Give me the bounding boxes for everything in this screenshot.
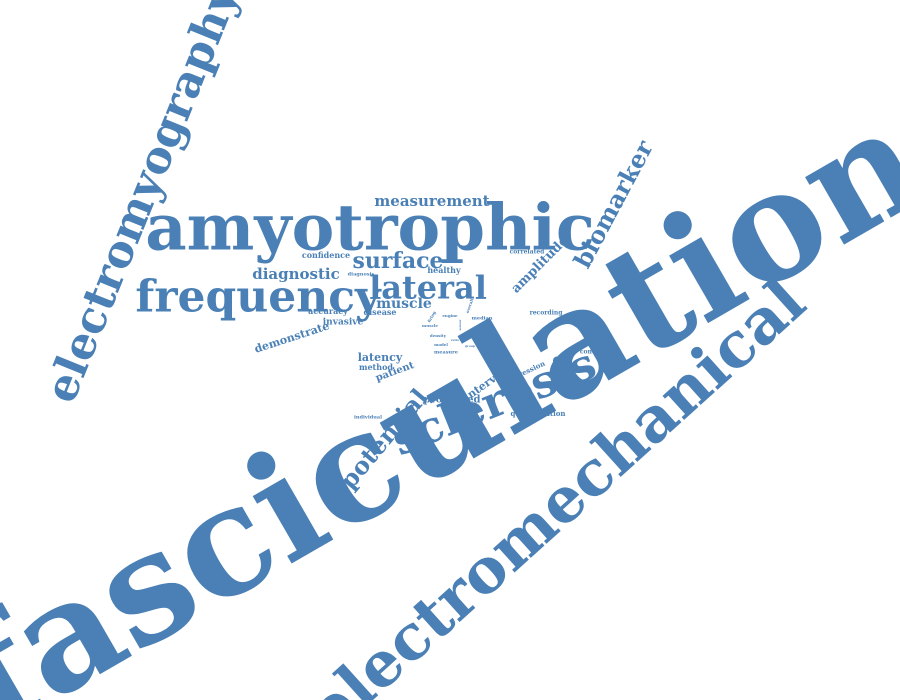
word-median: median <box>472 316 493 322</box>
word-group: group <box>465 344 475 348</box>
word-latency: latency <box>358 351 403 364</box>
word-firing: firing <box>426 310 437 323</box>
word-amyotrophic: amyotrophic <box>145 191 595 266</box>
word-novel: novel <box>486 329 493 342</box>
word-accuracy: accuracy <box>308 306 348 316</box>
word-diagnosis: diagnosis <box>348 272 375 278</box>
word-sensor: sensor <box>458 319 462 330</box>
word-engine: engine <box>442 313 458 318</box>
word-invasive: invasive <box>323 318 364 328</box>
word-correlated: correlated <box>510 249 546 256</box>
word-surface: surface <box>352 248 443 274</box>
word-density: density <box>430 333 447 338</box>
word-confidence: confidence <box>302 250 350 260</box>
word-measurement: measurement <box>374 192 489 210</box>
word-measure: measure <box>434 350 458 356</box>
word-muscle: muscle <box>422 323 438 328</box>
word-recording: recording <box>530 310 564 317</box>
word-healthy: healthy <box>427 265 461 275</box>
word-diagnostic: diagnostic <box>252 265 340 283</box>
word-ratio: ratio <box>451 338 459 342</box>
word-individual: individual <box>354 415 382 421</box>
word-method: method <box>359 362 393 372</box>
word-lateral: lateral <box>369 269 487 307</box>
word-single: single <box>474 325 488 330</box>
word-model: model <box>434 342 448 347</box>
word-prolonged: prolonged <box>423 395 480 406</box>
word-disease: disease <box>363 307 396 317</box>
word-demonstrate: demonstrate <box>253 319 331 355</box>
word-quantification: quantification <box>510 409 565 418</box>
word-overall: overall <box>465 297 475 314</box>
word-frequency: frequency <box>135 272 382 323</box>
word-muscle: muscle <box>376 296 432 312</box>
word-conclusion: conclusion <box>580 349 617 356</box>
